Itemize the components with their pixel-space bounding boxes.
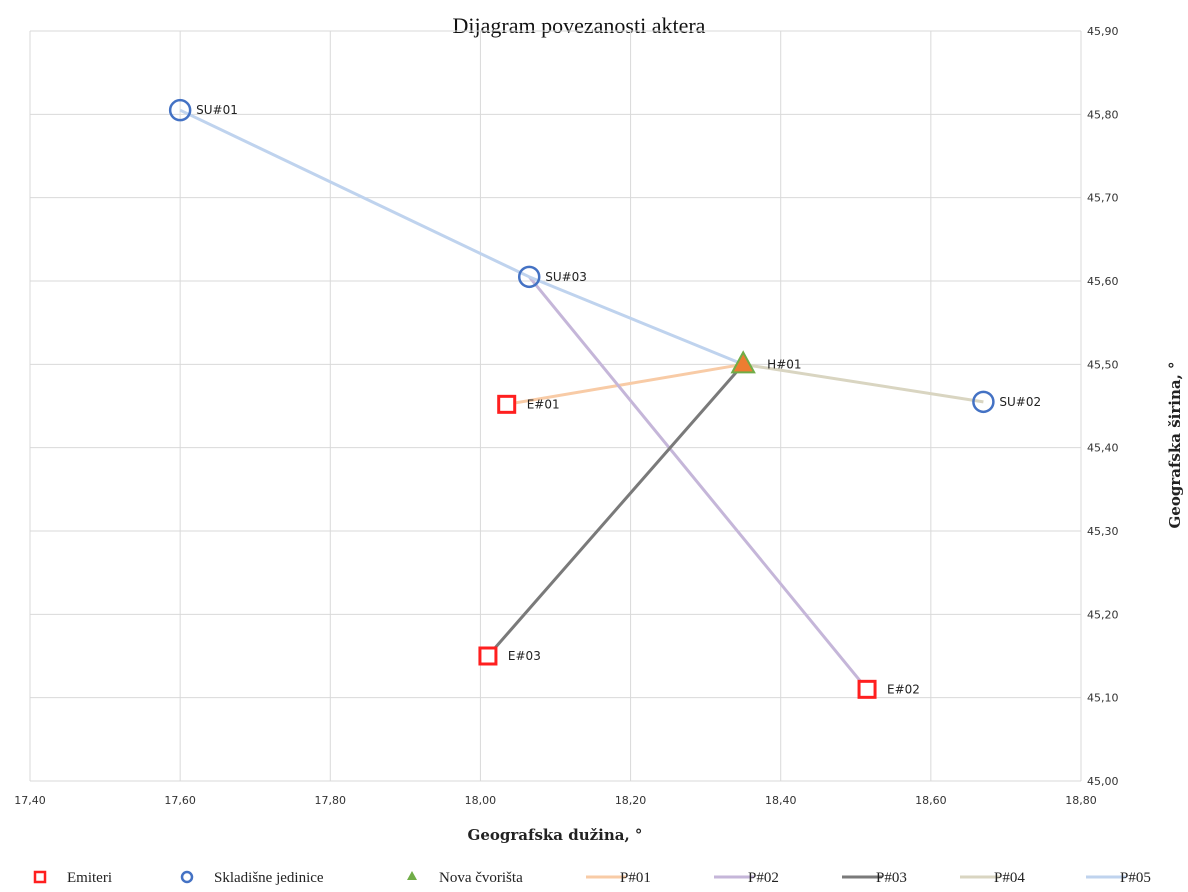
- legend-label: P#04: [994, 870, 1025, 886]
- y-tick-label: 45,70: [1087, 192, 1119, 205]
- x-tick-label: 18,20: [615, 794, 647, 807]
- y-tick-label: 45,90: [1087, 25, 1119, 38]
- x-tick-label: 18,80: [1065, 794, 1097, 807]
- legend-hub-symbol: [407, 871, 417, 880]
- emitter-marker: [480, 648, 496, 664]
- x-tick-label: 18,40: [765, 794, 797, 807]
- y-axis-title: Geografska širina, °: [1166, 361, 1184, 528]
- y-tick-label: 45,60: [1087, 275, 1119, 288]
- legend-label: Skladišne jedinice: [214, 870, 324, 886]
- emitter-marker: [859, 681, 875, 697]
- x-tick-label: 17,60: [164, 794, 196, 807]
- connection-lines: [180, 110, 983, 689]
- legend-emitter-symbol: [35, 872, 45, 882]
- y-tick-label: 45,80: [1087, 108, 1119, 121]
- legend-label: P#05: [1120, 870, 1151, 886]
- line-p05: [180, 110, 743, 364]
- emitter-marker: [499, 396, 515, 412]
- y-tick-label: 45,50: [1087, 358, 1119, 371]
- legend-storage-symbol: [182, 872, 192, 882]
- legend-label: Emiteri: [67, 870, 112, 886]
- point-labels: SU#01 SU#03 SU#02 H#01 E#01 E#03 E#02: [196, 103, 1041, 696]
- y-tick-label: 45,40: [1087, 442, 1119, 455]
- legend-label: Nova čvorišta: [439, 870, 523, 886]
- line-p02: [529, 277, 867, 689]
- legend: Emiteri Skladišne jedinice Nova čvorišta P#…: [35, 870, 1151, 886]
- y-tick-label: 45,00: [1087, 775, 1119, 788]
- point-markers: [170, 100, 993, 697]
- legend-label: P#02: [748, 870, 779, 886]
- legend-label: P#03: [876, 870, 907, 886]
- y-tick-label: 45,10: [1087, 692, 1119, 705]
- point-label: SU#02: [999, 395, 1041, 409]
- legend-label: P#01: [620, 870, 651, 886]
- x-tick-label: 18,60: [915, 794, 947, 807]
- y-tick-labels: 45,00 45,10 45,20 45,30 45,40 45,50 45,60 45,70…: [1087, 25, 1119, 788]
- point-label: SU#03: [545, 270, 587, 284]
- point-label: E#01: [527, 397, 560, 411]
- point-label: H#01: [767, 357, 801, 371]
- point-label: E#02: [887, 682, 920, 696]
- x-tick-label: 17,80: [315, 794, 347, 807]
- x-tick-labels: 17,40 17,60 17,80 18,00 18,20 18,40 18,60 18,80: [14, 794, 1097, 807]
- y-tick-label: 45,20: [1087, 608, 1119, 621]
- x-tick-label: 18,00: [465, 794, 497, 807]
- point-label: E#03: [508, 649, 541, 663]
- y-tick-label: 45,30: [1087, 525, 1119, 538]
- x-tick-label: 17,40: [14, 794, 46, 807]
- chart-title: Dijagram povezanosti aktera: [453, 13, 706, 38]
- point-label: SU#01: [196, 103, 238, 117]
- x-axis-title: Geografska dužina, °: [468, 826, 643, 844]
